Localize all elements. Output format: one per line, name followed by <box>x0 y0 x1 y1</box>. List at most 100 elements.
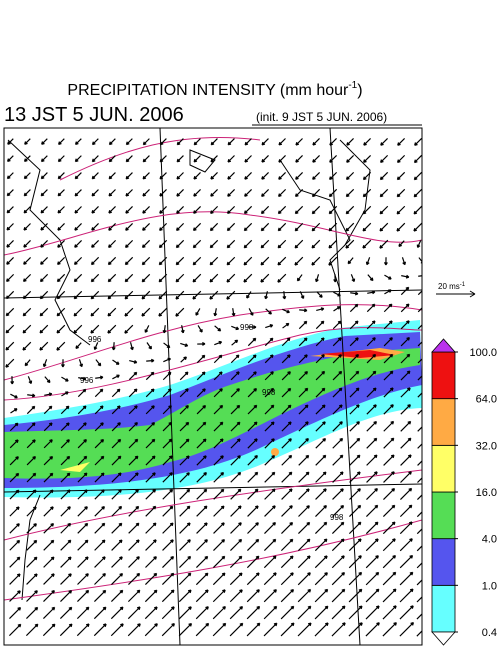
wind-arrow <box>230 438 241 449</box>
wind-arrow <box>246 622 261 637</box>
wind-arrow <box>298 488 310 500</box>
wind-arrow <box>179 472 190 483</box>
wind-arrow <box>417 324 422 330</box>
wind-arrow <box>26 405 36 415</box>
wind-arrow <box>75 342 82 350</box>
wind-arrow <box>179 371 189 381</box>
wind-arrow <box>365 555 379 569</box>
wind-arrow <box>210 172 218 180</box>
wind-arrow <box>298 471 310 483</box>
wind-arrow <box>413 205 422 215</box>
wind-arrow <box>210 205 219 214</box>
wind-arrow <box>281 354 291 364</box>
longitude-line <box>329 128 361 645</box>
wind-arrow <box>213 354 223 364</box>
wind-arrow <box>210 138 218 146</box>
wind-arrow <box>108 239 117 248</box>
wind-arrow <box>40 256 49 265</box>
wind-arrow <box>366 303 376 313</box>
wind-arrow <box>60 422 70 432</box>
wind-arrow <box>328 205 338 215</box>
wind-arrow <box>282 322 290 329</box>
longitude-line <box>159 128 181 645</box>
wind-arrow <box>74 223 82 231</box>
wind-arrow <box>265 324 274 329</box>
wind-arrow <box>230 371 240 381</box>
wind-arrow <box>294 222 304 232</box>
wind-arrow <box>196 472 207 483</box>
wind-arrow <box>383 420 395 432</box>
wind-arrow <box>314 572 328 586</box>
wind-arrow <box>175 273 185 283</box>
wind-arrow <box>61 376 69 382</box>
wind-arrow <box>176 172 184 180</box>
wind-arrow <box>179 438 190 449</box>
rain-area <box>4 348 420 479</box>
wind-arrow <box>213 505 225 517</box>
wind-arrow <box>158 273 168 283</box>
wind-arrow <box>94 556 106 568</box>
wind-arrow <box>345 239 355 249</box>
wind-arrow <box>350 274 356 283</box>
wind-arrow <box>382 622 397 637</box>
wind-arrow <box>56 290 66 300</box>
wind-arrow <box>366 370 377 381</box>
wind-arrow <box>314 555 328 569</box>
wind-arrow <box>129 359 138 364</box>
wind-arrow <box>77 573 89 585</box>
wind-arrow <box>94 522 106 534</box>
wind-arrow <box>195 308 201 316</box>
wind-arrow <box>26 606 39 619</box>
wind-arrow <box>396 205 406 215</box>
wind-arrow <box>230 404 241 415</box>
wind-arrow <box>196 371 206 381</box>
wind-arrow <box>162 522 174 534</box>
wind-arrow <box>280 538 294 552</box>
wind-arrow <box>416 528 422 535</box>
wind-arrow <box>94 539 106 551</box>
wind-arrow <box>346 154 355 163</box>
wind-arrow <box>94 455 105 466</box>
wind-arrow <box>349 354 359 364</box>
wind-arrow <box>383 320 393 330</box>
wind-arrow <box>76 623 90 637</box>
wind-arrow <box>39 307 49 317</box>
wind-arrow <box>40 206 48 214</box>
wind-arrow <box>331 555 345 569</box>
wind-arrow <box>110 606 124 620</box>
wind-arrow <box>40 223 48 231</box>
wind-arrow <box>196 522 208 534</box>
colorbar-segment <box>431 398 456 446</box>
wind-arrow <box>383 437 395 449</box>
wind-arrow <box>400 353 411 364</box>
wind-arrow <box>144 325 150 333</box>
wind-arrow <box>417 392 422 398</box>
wind-arrow <box>331 588 346 603</box>
wind-arrow <box>311 256 321 266</box>
wind-arrow <box>94 472 105 483</box>
wind-arrow <box>74 239 83 248</box>
wind-arrow <box>26 573 38 585</box>
wind-arrow <box>107 273 117 283</box>
wind-arrow <box>297 555 311 569</box>
wind-arrow <box>298 320 308 330</box>
wind-arrow <box>298 454 310 466</box>
wind-arrow <box>277 273 287 283</box>
wind-arrow <box>43 590 55 602</box>
wind-arrow <box>9 422 19 432</box>
wind-arrow <box>278 155 286 163</box>
wind-arrow <box>260 239 270 249</box>
wind-arrow <box>43 556 55 568</box>
colorbar-label: 4.0 <box>482 534 497 546</box>
wind-arrow <box>57 206 65 214</box>
wind-arrow <box>128 556 140 568</box>
wind-arrow <box>227 155 235 163</box>
wind-arrow <box>9 590 21 602</box>
wind-arrow <box>400 487 413 500</box>
wind-arrow <box>111 455 122 466</box>
wind-arrow <box>43 506 54 517</box>
wind-arrow <box>77 522 89 534</box>
wind-arrow <box>399 571 414 586</box>
wind-arrow <box>175 290 185 300</box>
wind-arrow <box>91 172 99 180</box>
